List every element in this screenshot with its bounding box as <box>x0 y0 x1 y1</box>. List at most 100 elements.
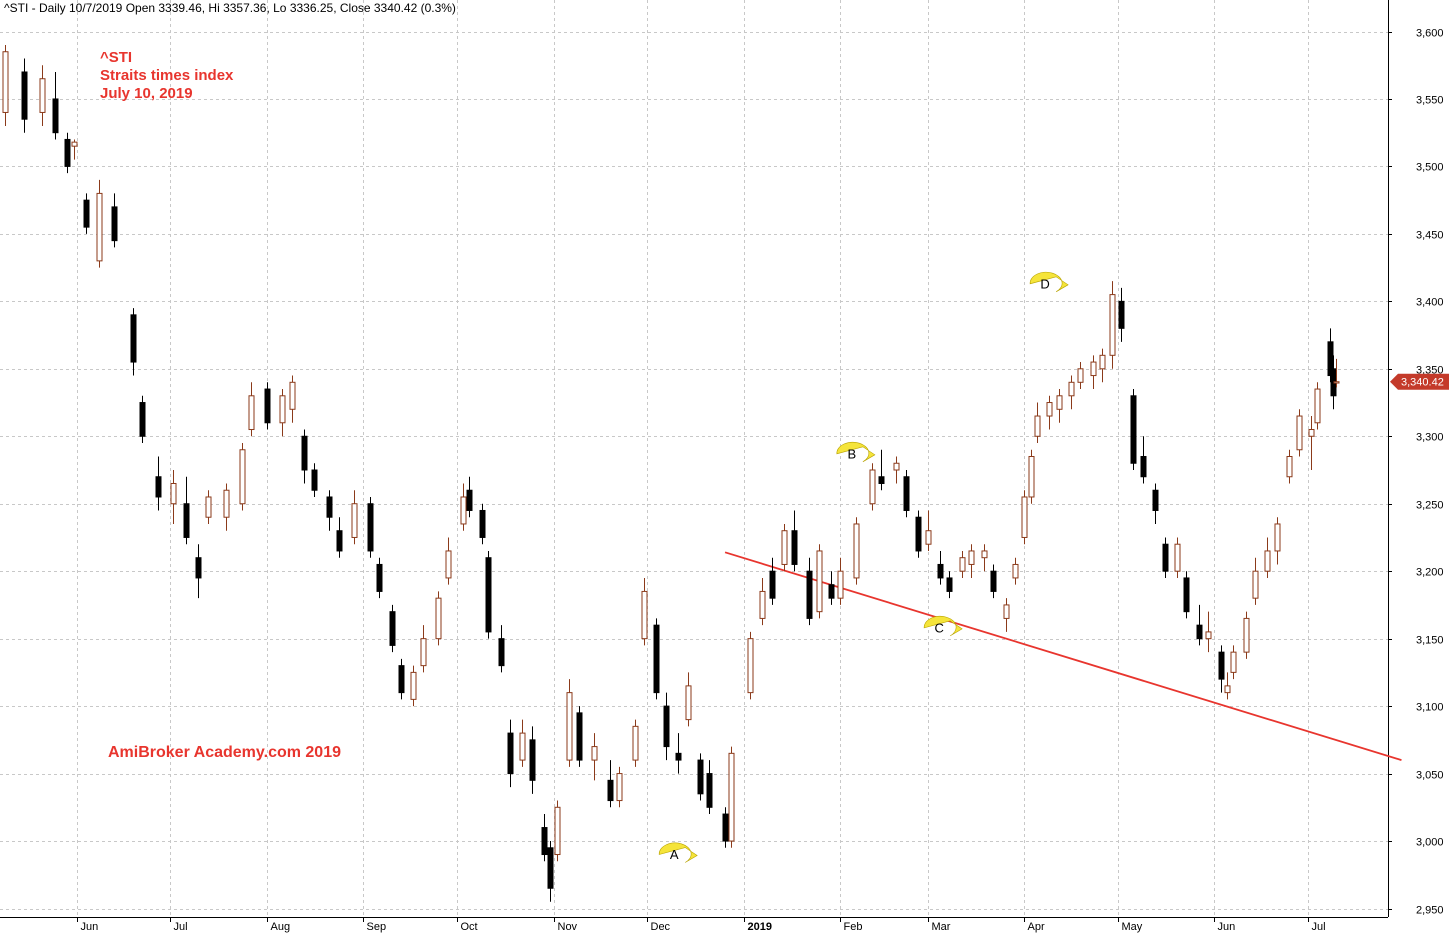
candle <box>837 557 844 605</box>
x-tick-label: Oct <box>461 921 478 933</box>
marker-bubble <box>658 842 698 863</box>
candle-body <box>925 530 932 545</box>
x-tick-label: Jun <box>1218 921 1236 933</box>
candle-body <box>1264 550 1271 572</box>
candle <box>706 760 713 815</box>
x-tick-label: Feb <box>844 921 863 933</box>
candle <box>878 449 885 491</box>
candle <box>869 463 876 511</box>
candle <box>498 625 505 673</box>
candle-body <box>893 462 900 471</box>
candle-body <box>223 489 230 518</box>
candle <box>968 544 975 578</box>
candle-body <box>1196 624 1203 640</box>
candle-body <box>96 192 103 262</box>
candle-body <box>71 141 78 147</box>
candle-body <box>367 503 374 552</box>
y-tick-label: 3,000 <box>1416 837 1444 849</box>
y-tick-label: 3,450 <box>1416 230 1444 242</box>
marker-b: B <box>836 441 876 463</box>
candle <box>264 382 271 430</box>
x-tick-label: Aug <box>271 921 291 933</box>
candle-body <box>1333 381 1340 384</box>
candle <box>301 429 308 484</box>
candle <box>1099 348 1106 383</box>
candle-body <box>1243 617 1250 653</box>
candle-body <box>1314 388 1321 424</box>
candle <box>781 523 788 572</box>
candle-body <box>64 138 71 167</box>
candle <box>1077 362 1084 390</box>
candle-body <box>903 476 910 511</box>
candle <box>367 496 374 558</box>
candle <box>336 517 343 558</box>
candle <box>1243 611 1250 659</box>
candle-body <box>554 806 561 856</box>
candle-body <box>1274 523 1281 552</box>
candle-body <box>1140 456 1147 478</box>
candle <box>479 503 486 545</box>
candle <box>279 389 286 437</box>
candle <box>1224 672 1231 700</box>
candle <box>410 665 417 707</box>
candle-body <box>21 71 28 120</box>
candle <box>554 800 561 862</box>
candle-body <box>653 624 660 694</box>
candle-body <box>878 476 885 484</box>
ticker-label: ^STI <box>100 49 133 66</box>
candle <box>937 550 944 585</box>
candle-body <box>869 469 876 505</box>
candle-body <box>239 449 246 505</box>
marker-c: C <box>923 615 963 637</box>
candle-body <box>420 638 427 667</box>
candle <box>1130 389 1137 470</box>
candle <box>893 456 900 484</box>
candle <box>311 463 318 497</box>
price-tag-shape <box>1390 373 1449 390</box>
price-tag-layer: 3,340.42 <box>1390 373 1449 390</box>
candle <box>576 706 583 767</box>
candle-body <box>52 98 59 134</box>
candle <box>485 550 492 639</box>
candle <box>1021 490 1028 545</box>
candle <box>566 679 573 767</box>
candle <box>398 658 405 700</box>
candle <box>1333 358 1340 388</box>
candle-body <box>301 435 308 471</box>
candle <box>653 618 660 700</box>
candle-body <box>466 489 473 511</box>
candle <box>1109 281 1116 369</box>
candle <box>1012 557 1019 585</box>
candle-body <box>837 570 844 599</box>
candle <box>816 544 823 619</box>
candle <box>541 814 548 862</box>
candle-body <box>576 712 583 761</box>
candle <box>632 719 639 767</box>
candle <box>959 550 966 578</box>
candle <box>223 483 230 531</box>
markers: A B C D <box>658 271 1069 863</box>
candle <box>435 591 442 646</box>
candle <box>903 470 910 518</box>
watermark-text: AmiBroker Academy.com 2019 <box>108 744 341 761</box>
candle <box>205 490 212 524</box>
candle-body <box>806 570 813 619</box>
candle <box>791 510 798 572</box>
candle <box>139 395 146 444</box>
x-tick-label: Dec <box>651 921 671 933</box>
candle-body <box>529 739 536 781</box>
candle-body <box>389 611 396 646</box>
candle-body <box>915 516 922 552</box>
candle-body <box>279 395 286 424</box>
candle <box>445 537 452 585</box>
marker-label: C <box>934 620 943 635</box>
marker-a: A <box>658 842 698 863</box>
candle-body <box>1028 456 1035 498</box>
candle-body <box>607 779 614 802</box>
candle-body <box>1152 489 1159 511</box>
candle-body <box>781 530 788 565</box>
candle-body <box>1224 685 1231 694</box>
candle-body <box>769 570 776 599</box>
candle-body <box>1056 395 1063 410</box>
candle-body <box>398 665 405 694</box>
